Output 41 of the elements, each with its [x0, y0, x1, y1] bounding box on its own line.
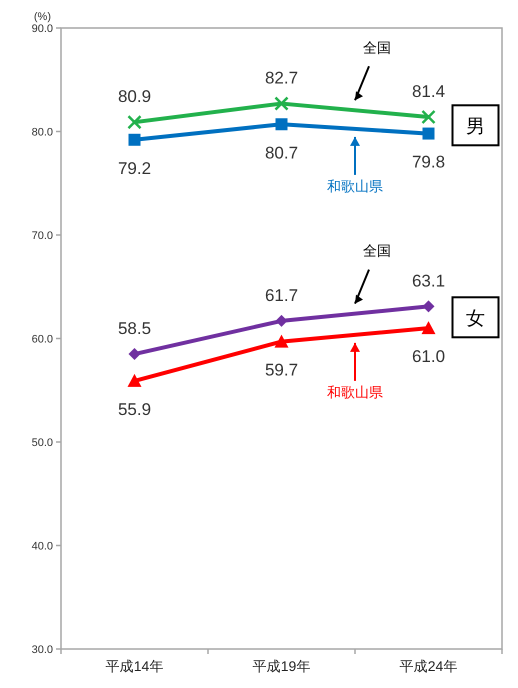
- point: [276, 118, 288, 130]
- annotation: 女: [466, 308, 485, 330]
- data-label: 59.7: [264, 360, 298, 380]
- text: 全国: [363, 39, 391, 56]
- data-label: 63.1: [412, 271, 446, 290]
- point: [422, 128, 434, 140]
- data-label: 61.0: [412, 347, 446, 366]
- data-label: 79.2: [118, 158, 152, 178]
- point: [128, 374, 142, 387]
- y-axis-title: (%): [34, 11, 51, 23]
- text: 全国: [363, 242, 391, 259]
- data-label: 58.5: [118, 319, 152, 338]
- x-tick-label: 平成14年: [106, 658, 164, 674]
- data-label: 81.4: [412, 82, 446, 102]
- y-tick-label: 60.0: [32, 334, 53, 346]
- data-label: 79.8: [412, 152, 446, 172]
- data-label: 80.9: [118, 87, 152, 106]
- y-tick-label: 70.0: [32, 230, 53, 242]
- y-tick-label: 30.0: [32, 644, 53, 656]
- point: [128, 134, 140, 146]
- text: 和歌山県: [327, 384, 383, 400]
- y-tick-label: 40.0: [32, 540, 53, 552]
- data-label: 55.9: [118, 400, 152, 419]
- y-tick-label: 80.0: [32, 126, 53, 138]
- point: [127, 114, 142, 130]
- y-tick-label: 50.0: [32, 437, 53, 449]
- point: [274, 334, 288, 348]
- point: [422, 300, 434, 312]
- data-label: 82.7: [264, 68, 298, 88]
- point: [274, 96, 289, 111]
- y-tick-label: 90.0: [32, 23, 53, 35]
- data-label: 80.7: [264, 143, 298, 162]
- point: [422, 321, 436, 334]
- data-label: 61.7: [264, 286, 298, 305]
- point: [421, 110, 436, 124]
- annotation: 男: [466, 116, 485, 138]
- point: [128, 348, 140, 360]
- x-tick-label: 平成24年: [400, 658, 458, 674]
- text: 和歌山県: [327, 178, 383, 194]
- point: [276, 314, 288, 327]
- x-tick-label: 平成19年: [252, 658, 310, 674]
